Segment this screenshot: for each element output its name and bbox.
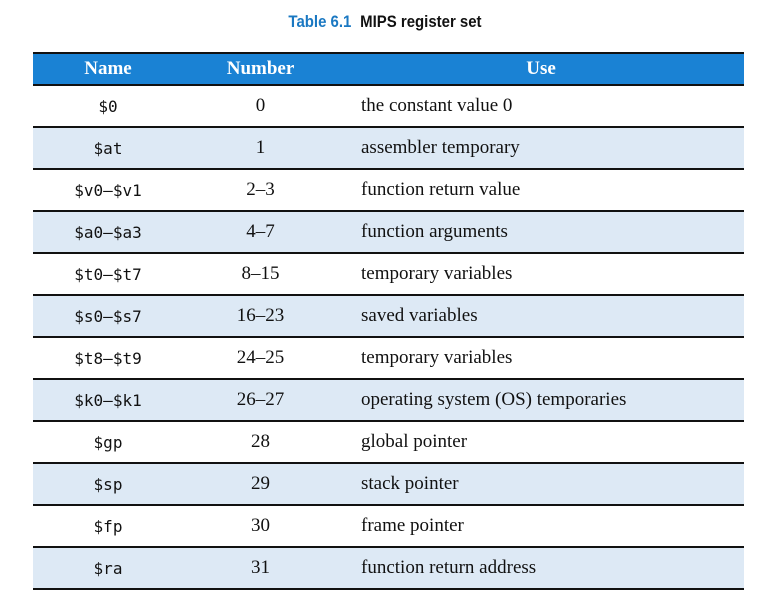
- register-number: 2–3: [183, 169, 338, 212]
- register-name: $a0–$a3: [33, 211, 183, 254]
- register-name: $ra: [33, 547, 183, 590]
- register-name: $t0–$t7: [33, 253, 183, 296]
- register-table: Name Number Use $0 0 the constant value …: [33, 52, 744, 590]
- register-use: function arguments: [338, 211, 744, 254]
- register-name: $0: [33, 85, 183, 128]
- table-row: $sp 29 stack pointer: [33, 463, 744, 506]
- register-use: stack pointer: [338, 463, 744, 506]
- caption-number: Table 6.1: [288, 12, 352, 31]
- register-use: function return value: [338, 169, 744, 212]
- register-name: $at: [33, 127, 183, 170]
- table-row: $t8–$t9 24–25 temporary variables: [33, 337, 744, 380]
- table-caption: Table 6.1 MIPS register set: [46, 12, 724, 32]
- register-number: 30: [183, 505, 338, 548]
- register-number: 0: [183, 85, 338, 128]
- register-number: 28: [183, 421, 338, 464]
- register-number: 8–15: [183, 253, 338, 296]
- register-number: 4–7: [183, 211, 338, 254]
- table-row: $t0–$t7 8–15 temporary variables: [33, 253, 744, 296]
- register-use: function return address: [338, 547, 744, 590]
- register-number: 29: [183, 463, 338, 506]
- table-row: $fp 30 frame pointer: [33, 505, 744, 548]
- table-body: $0 0 the constant value 0 $at 1 assemble…: [33, 85, 744, 590]
- register-use: temporary variables: [338, 253, 744, 296]
- register-name: $gp: [33, 421, 183, 464]
- table-row: $s0–$s7 16–23 saved variables: [33, 295, 744, 338]
- table-row: $at 1 assembler temporary: [33, 127, 744, 170]
- register-number: 1: [183, 127, 338, 170]
- table-row: $gp 28 global pointer: [33, 421, 744, 464]
- register-use: temporary variables: [338, 337, 744, 380]
- table-row: $ra 31 function return address: [33, 547, 744, 590]
- table-header: Name Number Use: [33, 52, 744, 86]
- register-use: operating system (OS) temporaries: [338, 379, 744, 422]
- register-use: global pointer: [338, 421, 744, 464]
- register-number: 26–27: [183, 379, 338, 422]
- register-name: $k0–$k1: [33, 379, 183, 422]
- register-number: 31: [183, 547, 338, 590]
- register-name: $sp: [33, 463, 183, 506]
- register-name: $s0–$s7: [33, 295, 183, 338]
- table-row: $a0–$a3 4–7 function arguments: [33, 211, 744, 254]
- register-use: saved variables: [338, 295, 744, 338]
- header-use: Use: [338, 52, 744, 86]
- register-use: frame pointer: [338, 505, 744, 548]
- register-number: 16–23: [183, 295, 338, 338]
- table-row: $k0–$k1 26–27 operating system (OS) temp…: [33, 379, 744, 422]
- register-name: $t8–$t9: [33, 337, 183, 380]
- register-use: the constant value 0: [338, 85, 744, 128]
- table-row: $0 0 the constant value 0: [33, 85, 744, 128]
- header-row: Name Number Use: [33, 52, 744, 86]
- register-use: assembler temporary: [338, 127, 744, 170]
- caption-title: MIPS register set: [360, 12, 482, 31]
- header-number: Number: [183, 52, 338, 86]
- register-name: $fp: [33, 505, 183, 548]
- register-name: $v0–$v1: [33, 169, 183, 212]
- header-name: Name: [33, 52, 183, 86]
- table-row: $v0–$v1 2–3 function return value: [33, 169, 744, 212]
- register-number: 24–25: [183, 337, 338, 380]
